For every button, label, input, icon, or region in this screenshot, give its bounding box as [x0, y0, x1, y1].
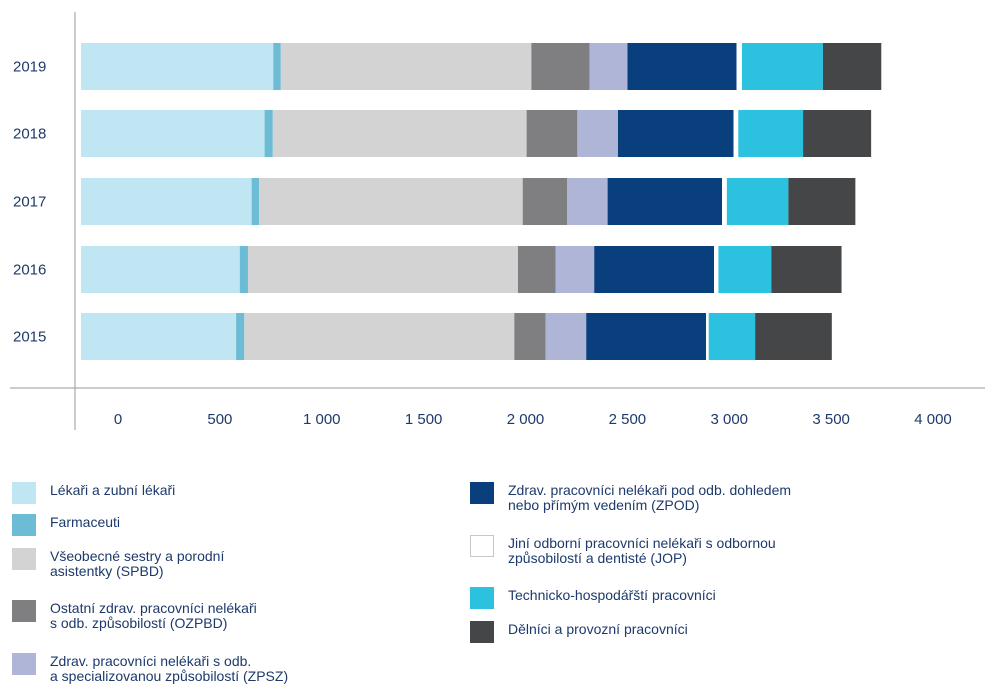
bar-2015-series-7 — [708, 313, 756, 360]
x-tick-label-3000: 3 000 — [710, 411, 748, 428]
legend-swatch — [12, 482, 36, 504]
x-tick-label-2000: 2 000 — [507, 411, 545, 428]
bar-2017-series-3 — [522, 178, 567, 225]
x-tick-label-1500: 1 500 — [405, 411, 443, 428]
bar-2015-series-1 — [236, 313, 245, 360]
bar-2016-series-3 — [517, 246, 556, 293]
legend-item-4: Zdrav. pracovníci nelékaři s odb. a spec… — [12, 653, 288, 684]
bar-2016-series-2 — [247, 246, 518, 293]
legend-item-2: Všeobecné sestry a porodní asistentky (S… — [12, 548, 224, 579]
bar-2016-series-6 — [714, 246, 719, 293]
bar-2019-series-7 — [741, 43, 823, 90]
legend: Lékaři a zubní lékaři Farmaceuti Všeobecné… — [0, 470, 985, 690]
bar-2017-series-7 — [726, 178, 789, 225]
bar-2017-series-0 — [81, 178, 252, 225]
bar-2017-series-1 — [251, 178, 260, 225]
y-tick-label-2017: 2017 — [13, 194, 46, 211]
bar-2015-series-5 — [586, 313, 707, 360]
legend-swatch — [470, 587, 494, 609]
bar-2019-series-2 — [280, 43, 532, 90]
y-tick-label-2015: 2015 — [13, 329, 46, 346]
bar-2015-series-2 — [244, 313, 515, 360]
bar-2017-series-2 — [259, 178, 523, 225]
bar-2019-series-5 — [627, 43, 737, 90]
legend-label: Jiní odborní pracovníci nelékaři s odbor… — [508, 535, 776, 566]
bar-2019-series-8 — [822, 43, 882, 90]
bar-2017-series-6 — [722, 178, 727, 225]
y-tick-label-2016: 2016 — [13, 262, 46, 279]
bar-2016-series-5 — [594, 246, 715, 293]
bar-2018-series-8 — [803, 110, 872, 157]
bar-2016-series-4 — [555, 246, 595, 293]
bar-2018-series-5 — [617, 110, 734, 157]
x-tick-label-0: 0 — [114, 411, 122, 428]
legend-label: Lékaři a zubní lékaři — [50, 482, 176, 498]
bar-2018-series-2 — [272, 110, 527, 157]
legend-swatch — [12, 653, 36, 675]
legend-label: Technicko-hospodářští pracovníci — [508, 587, 716, 603]
bar-2015-series-3 — [514, 313, 546, 360]
legend-label: Všeobecné sestry a porodní asistentky (S… — [50, 548, 225, 579]
bar-2019-series-6 — [736, 43, 742, 90]
legend-label: Zdrav. pracovníci nelékaři pod odb. dohl… — [508, 482, 792, 513]
legend-label: Dělníci a provozní pracovníci — [508, 621, 688, 637]
bar-2019-series-1 — [273, 43, 281, 90]
y-tick-label-2019: 2019 — [13, 59, 46, 76]
bar-2018-series-6 — [733, 110, 739, 157]
bar-2018-series-7 — [738, 110, 804, 157]
legend-item-5: Zdrav. pracovníci nelékaři pod odb. dohl… — [470, 482, 791, 513]
legend-swatch — [12, 600, 36, 622]
bar-2016-series-1 — [239, 246, 248, 293]
stacked-bar-chart: 2019 2018 2017 2016 2015 0 500 1 000 1 500 2 000… — [10, 12, 985, 430]
x-tick-label-1000: 1 000 — [303, 411, 341, 428]
legend-item-3: Ostatní zdrav. pracovníci nelékaři s odb… — [12, 600, 257, 631]
bar-2016-series-8 — [771, 246, 842, 293]
x-tick-label-4000: 4 000 — [914, 411, 952, 428]
legend-swatch — [470, 621, 494, 643]
legend-item-0: Lékaři a zubní lékaři — [12, 482, 175, 504]
legend-item-6: Jiní odborní pracovníci nelékaři s odbor… — [470, 535, 776, 566]
bar-2015-series-4 — [545, 313, 587, 360]
x-tick-labels: 0 500 1 000 1 500 2 000 2 500 3 000 3 500 4 000 — [114, 411, 952, 428]
bar-2016-series-0 — [81, 246, 240, 293]
y-tick-label-2018: 2018 — [13, 126, 46, 143]
bar-2019-series-4 — [589, 43, 628, 90]
bars-layer — [81, 43, 882, 360]
legend-swatch — [470, 535, 494, 557]
x-tick-label-2500: 2 500 — [609, 411, 647, 428]
bar-2017-series-5 — [607, 178, 723, 225]
bar-2017-series-8 — [788, 178, 856, 225]
legend-item-7: Technicko-hospodářští pracovníci — [470, 587, 716, 609]
x-tick-label-3500: 3 500 — [812, 411, 850, 428]
legend-swatch — [470, 482, 494, 504]
y-tick-labels: 2019 2018 2017 2016 2015 — [13, 59, 46, 346]
bar-2018-series-4 — [577, 110, 618, 157]
bar-2015-series-8 — [755, 313, 832, 360]
legend-label: Zdrav. pracovníci nelékaři s odb. a spec… — [50, 653, 289, 684]
legend-label: Farmaceuti — [50, 514, 121, 530]
bar-2018-series-3 — [526, 110, 578, 157]
bar-2015-series-6 — [706, 313, 709, 360]
bar-2018-series-1 — [264, 110, 273, 157]
bar-2017-series-4 — [567, 178, 608, 225]
x-tick-label-500: 500 — [207, 411, 232, 428]
bar-2019-series-3 — [531, 43, 590, 90]
legend-label: Ostatní zdrav. pracovníci nelékaři s odb… — [50, 600, 257, 631]
legend-swatch — [12, 548, 36, 570]
legend-item-1: Farmaceuti — [12, 514, 120, 536]
legend-swatch — [12, 514, 36, 536]
legend-item-8: Dělníci a provozní pracovníci — [470, 621, 688, 643]
bar-2016-series-7 — [718, 246, 772, 293]
bar-2019-series-0 — [81, 43, 274, 90]
bar-2015-series-0 — [81, 313, 237, 360]
bar-2018-series-0 — [81, 110, 265, 157]
